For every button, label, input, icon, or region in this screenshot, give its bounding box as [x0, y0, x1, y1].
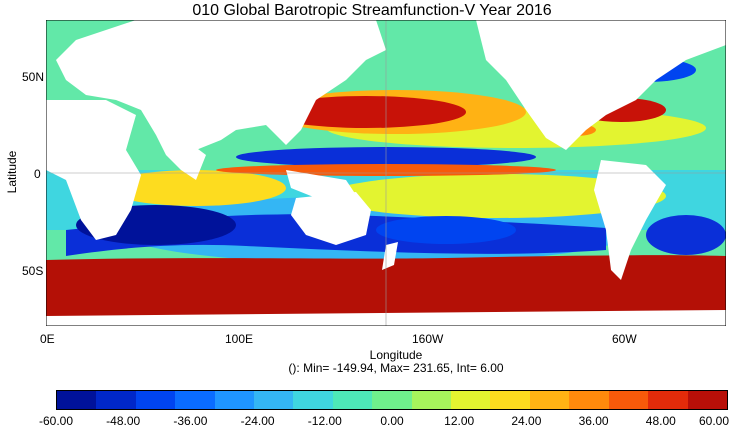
- colorbar-segment: [451, 391, 491, 409]
- maritime-continent: [286, 170, 356, 198]
- india: [156, 135, 206, 180]
- colorbar-segment: [293, 391, 333, 409]
- colorbar-tick-label: -60.00: [38, 414, 74, 428]
- stats-line: (): Min= -149.94, Max= 231.65, Int= 6.00: [288, 361, 504, 375]
- x-tick-0e: 0E: [40, 332, 55, 346]
- pacific-negative-core: [376, 216, 516, 244]
- north-pacific-gyre-core: [266, 96, 466, 128]
- x-tick-60w: 60W: [612, 332, 637, 346]
- x-axis-label: Longitude: [369, 348, 423, 362]
- colorbar-tick-label: -36.00: [173, 414, 208, 428]
- colorbar-tick-label: 12.00: [444, 414, 475, 428]
- colorbar-segment: [648, 391, 688, 409]
- colorbar-segment: [175, 391, 215, 409]
- south-pacific-yellow-band: [326, 174, 666, 218]
- colorbar-segment: [57, 391, 97, 409]
- chart-title: 010 Global Barotropic Streamfunction-V Y…: [192, 2, 552, 19]
- land-masses: [46, 20, 726, 280]
- streamfunction-map: [46, 20, 726, 326]
- indian-ocean-yellow-band: [106, 170, 286, 206]
- colorbar-tick-label: -12.00: [307, 414, 342, 428]
- colorbar-segment: [529, 391, 570, 409]
- colorbar-tick-label: 24.00: [511, 414, 542, 428]
- colorbar-segment: [254, 391, 294, 409]
- x-tick-100e: 100E: [225, 332, 254, 346]
- colorbar-tick-label: 60.00: [698, 414, 730, 428]
- colorbar-tick-label: 0.00: [380, 414, 404, 428]
- colorbar-segment: [96, 391, 136, 409]
- y-tick-50n: 50N: [22, 70, 45, 84]
- africa: [46, 100, 141, 240]
- south-atlantic-negative: [646, 215, 726, 255]
- colorbar-tick-label: 48.00: [645, 414, 676, 428]
- colorbar-segment: [135, 391, 176, 409]
- y-axis-label: Latitude: [5, 150, 19, 194]
- x-tick-160w: 160W: [412, 332, 444, 346]
- colorbar-segment: [569, 391, 609, 409]
- y-tick-0: 0: [34, 167, 41, 181]
- colorbar-segment: [411, 391, 452, 409]
- north-america: [476, 20, 726, 150]
- colorbar-segment: [687, 391, 727, 409]
- colorbar: [56, 390, 728, 410]
- colorbar-segment: [372, 391, 412, 409]
- south-america: [594, 160, 666, 280]
- colorbar-tick-label: 36.00: [578, 414, 609, 428]
- y-tick-50s: 50S: [22, 264, 44, 278]
- colorbar-segment: [608, 391, 649, 409]
- colorbar-segment: [214, 391, 255, 409]
- colorbar-tick-label: -24.00: [240, 414, 275, 428]
- colorbar-segment: [490, 391, 530, 409]
- australia: [291, 192, 371, 245]
- colorbar-tick-label: -48.00: [106, 414, 141, 428]
- greenland: [666, 20, 726, 40]
- eurasia: [56, 20, 386, 150]
- colorbar-segment: [332, 391, 373, 409]
